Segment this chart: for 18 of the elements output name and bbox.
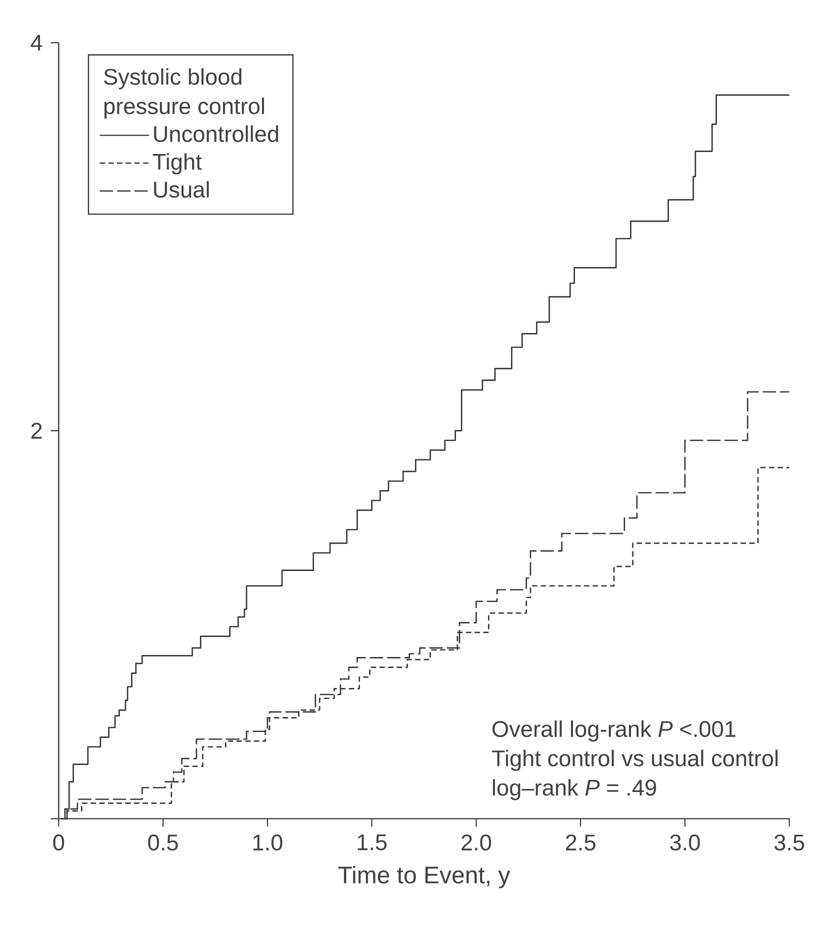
y-tick-label: 2: [32, 422, 42, 439]
x-axis-title: Time to Event, y: [338, 866, 510, 888]
x-tick-label: 2.0: [462, 834, 492, 851]
annotation: Tight control vs usual control: [492, 750, 778, 771]
annotation: Overall log-rank P <.001: [492, 720, 736, 742]
x-tick-label: 3.5: [774, 834, 804, 851]
legend-title: Systolic blood pressure control: [104, 68, 264, 119]
y-tick-label: 4: [30, 34, 42, 50]
x-tick-label: 1.0: [254, 834, 282, 851]
x-tick-label: 2.5: [566, 834, 596, 851]
x-tick-label: 0.5: [148, 834, 178, 851]
annotation: log–rank P = .49: [493, 779, 656, 800]
x-tick-label: 1.5: [358, 834, 387, 850]
legend-label: Usual: [154, 181, 209, 198]
legend-label: Tight: [153, 153, 202, 174]
legend-label: Uncontrolled: [154, 125, 278, 142]
x-tick-label: 0: [53, 834, 64, 851]
x-tick-label: 3.0: [670, 834, 700, 851]
